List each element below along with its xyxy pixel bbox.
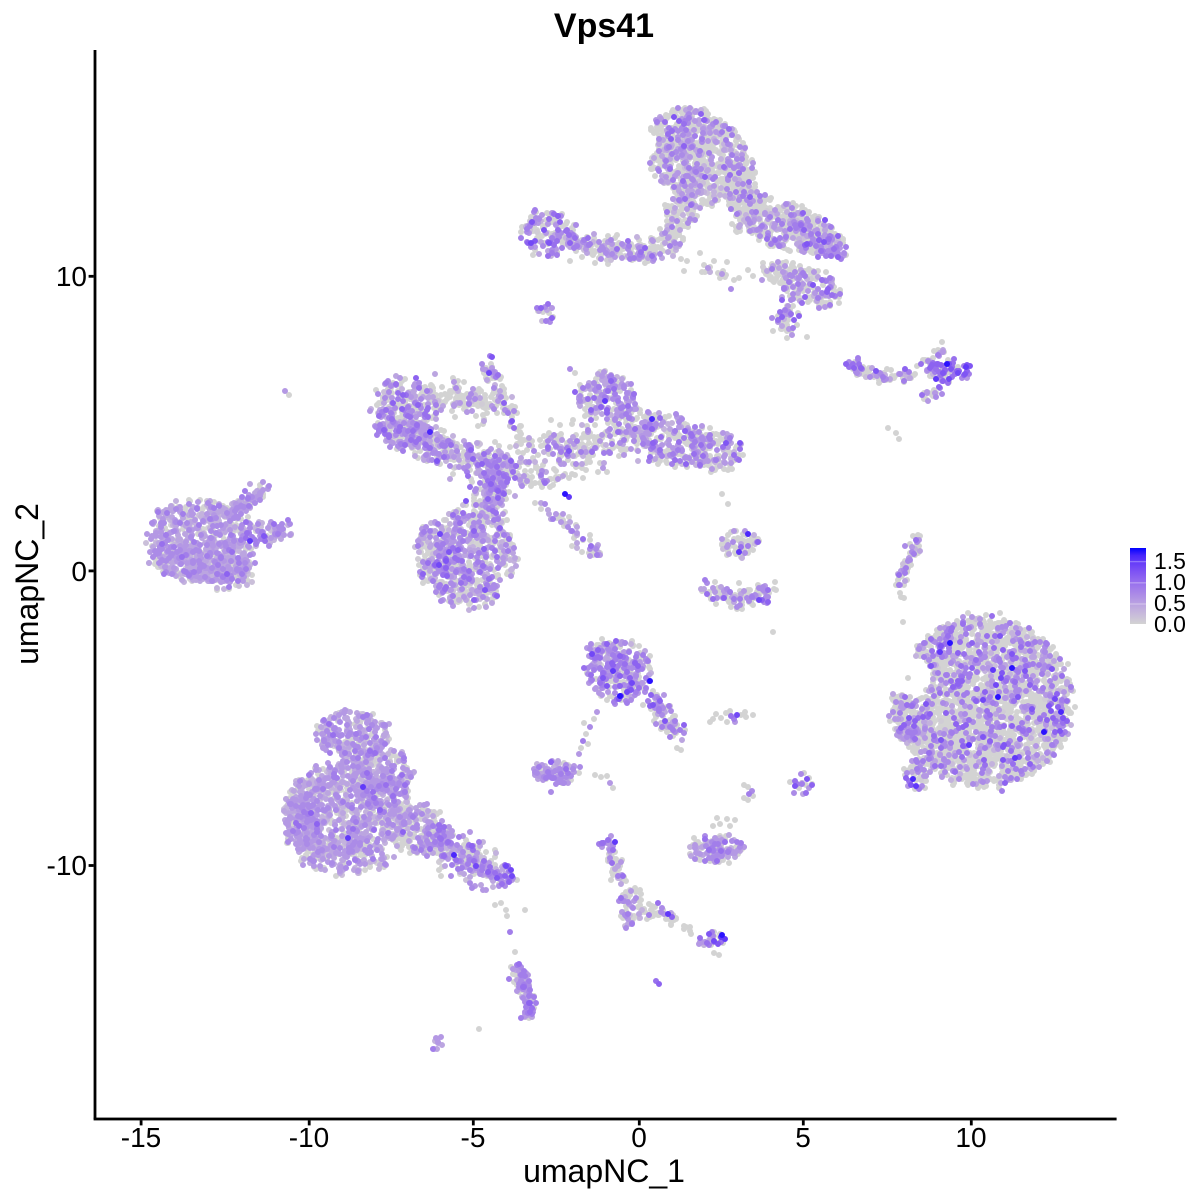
svg-text:0: 0: [71, 556, 87, 587]
svg-text:umapNC_1: umapNC_1: [523, 1153, 685, 1189]
svg-text:-5: -5: [461, 1122, 486, 1153]
svg-text:10: 10: [56, 261, 87, 292]
svg-text:-10: -10: [47, 850, 87, 881]
svg-text:0.5: 0.5: [1154, 590, 1186, 616]
svg-text:0.0: 0.0: [1154, 611, 1186, 637]
svg-text:10: 10: [955, 1122, 986, 1153]
svg-text:-15: -15: [121, 1122, 161, 1153]
svg-text:0: 0: [631, 1122, 647, 1153]
svg-text:-10: -10: [289, 1122, 329, 1153]
svg-text:5: 5: [795, 1122, 811, 1153]
svg-text:1.5: 1.5: [1154, 548, 1186, 574]
svg-text:1.0: 1.0: [1154, 569, 1186, 595]
svg-text:umapNC_2: umapNC_2: [9, 503, 45, 665]
svg-text:Vps41: Vps41: [554, 7, 654, 45]
